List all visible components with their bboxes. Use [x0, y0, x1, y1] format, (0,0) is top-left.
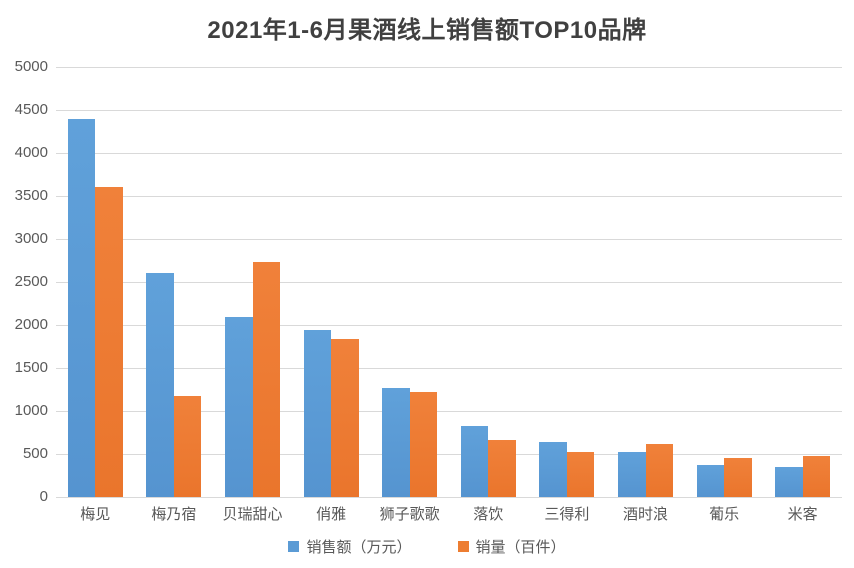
legend-item: 销量（百件）	[457, 536, 566, 557]
x-axis-label: 梅乃宿	[151, 506, 197, 523]
legend: 销售额（万元） 销量（百件）	[0, 536, 854, 557]
gridline	[56, 411, 842, 412]
legend-label: 销售额（万元）	[306, 539, 412, 556]
bar	[566, 452, 595, 497]
legend-color-swatch-icon	[457, 541, 469, 552]
x-axis-label: 米客	[787, 506, 818, 523]
x-axis-label: 贝瑞甜心	[222, 506, 283, 523]
legend-item: 销售额（万元）	[288, 536, 412, 557]
y-tick-label: 2500	[14, 273, 48, 290]
bar	[303, 330, 332, 497]
chart-title: 2021年1-6月果酒线上销售额TOP10品牌	[207, 17, 647, 44]
y-tick-label: 0	[39, 488, 48, 505]
gridline	[56, 239, 842, 240]
gridline	[56, 368, 842, 369]
y-tick-label: 2000	[14, 316, 48, 333]
bar	[775, 466, 803, 497]
bar	[95, 187, 123, 497]
bar	[382, 387, 410, 497]
bar	[802, 455, 831, 497]
plot-area	[56, 67, 842, 498]
bar	[146, 273, 174, 497]
x-axis-label: 葡乐	[709, 506, 740, 523]
y-tick-label: 5000	[14, 58, 48, 75]
bar	[696, 465, 725, 497]
gridline	[56, 110, 842, 111]
gridline	[56, 454, 842, 455]
bar	[724, 458, 752, 497]
bar	[225, 317, 253, 497]
x-axis-label: 俏雅	[316, 506, 347, 523]
y-tick-label: 4500	[14, 101, 48, 118]
x-axis-label: 落饮	[473, 506, 504, 523]
legend-color-swatch-icon	[288, 541, 300, 552]
x-axis-label: 狮子歌歌	[379, 506, 440, 523]
y-tick-label: 4000	[14, 144, 48, 161]
x-axis-label: 三得利	[544, 506, 590, 523]
x-axis-label: 梅见	[80, 506, 111, 523]
bar	[67, 118, 96, 497]
bar	[173, 396, 202, 497]
bar	[618, 452, 646, 497]
bar	[252, 262, 280, 497]
bar	[645, 443, 673, 497]
y-tick-label: 500	[22, 445, 48, 462]
y-tick-label: 3000	[14, 230, 48, 247]
bar	[539, 441, 567, 497]
legend-label: 销量（百件）	[475, 539, 566, 556]
bar	[331, 338, 359, 497]
gridline	[56, 67, 842, 68]
gridline	[56, 282, 842, 283]
y-tick-label: 1000	[14, 402, 48, 419]
bar	[460, 426, 489, 497]
gridline	[56, 153, 842, 154]
gridline	[56, 196, 842, 197]
x-axis-label: 酒时浪	[622, 506, 668, 523]
bar	[409, 392, 438, 497]
y-tick-label: 1500	[14, 359, 48, 376]
bar	[488, 440, 516, 497]
y-tick-label: 3500	[14, 187, 48, 204]
gridline	[56, 325, 842, 326]
